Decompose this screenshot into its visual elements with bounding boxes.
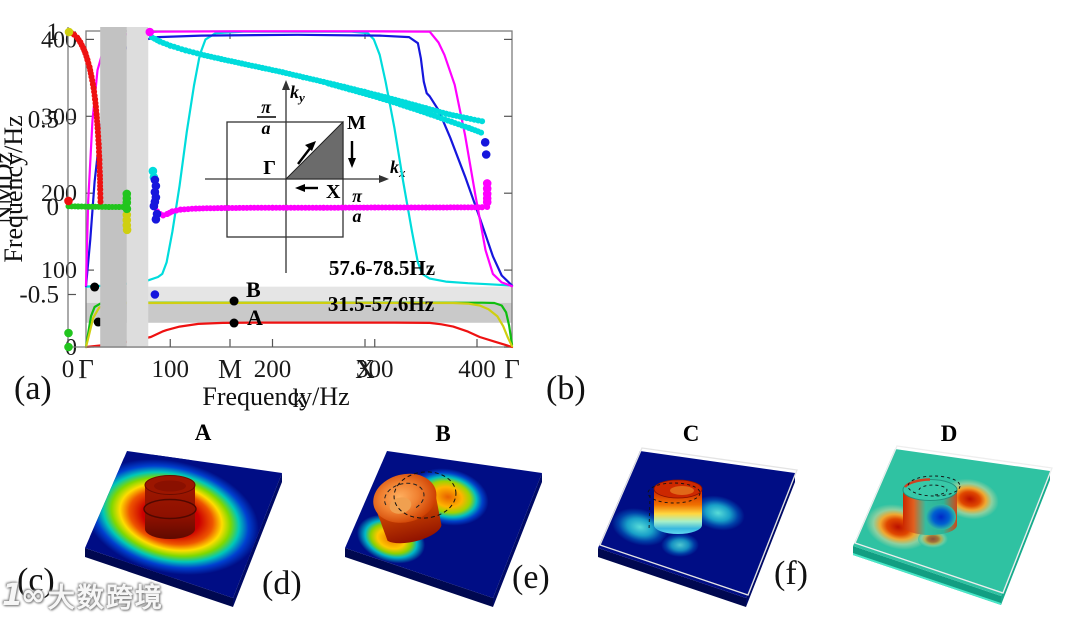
plate-side-right (493, 473, 542, 607)
mode-d-label: D (940, 421, 958, 446)
scatter-series-green-points (64, 189, 132, 352)
mode-point-D (90, 282, 100, 292)
mode-shape-a (85, 451, 282, 607)
band-curve-band6 (84, 30, 514, 288)
x-gamma-arrowhead (295, 184, 305, 192)
scatter-series-blue-points (149, 138, 491, 299)
mode-a-label: A (194, 420, 212, 445)
m-label: M (347, 112, 366, 134)
mode-shape-b (345, 451, 542, 607)
svg-text:0: 0 (62, 356, 75, 383)
x-label: X (326, 181, 341, 203)
svg-text:31.5-57.6Hz: 31.5-57.6Hz (328, 292, 434, 316)
ky-label: ky (290, 82, 305, 105)
watermark-text: 大数跨境 (47, 583, 164, 614)
svg-text:X: X (355, 354, 375, 384)
svg-text:k: k (293, 384, 306, 413)
plate-side-left (345, 548, 493, 607)
plate-side-right (233, 473, 282, 607)
resonator-c (647, 479, 703, 534)
svg-text:A: A (247, 305, 263, 330)
resonator-b-undeformed-outline (393, 471, 457, 519)
watermark-logo: 1∞ (2, 578, 46, 613)
svg-text:400: 400 (458, 356, 496, 383)
gamma-label: Γ (263, 157, 276, 179)
scatter-series-red-branch (65, 29, 104, 205)
watermark: 1∞ 大数跨境 (2, 576, 164, 615)
panel-d-label: (d) (262, 565, 302, 602)
svg-text:Γ: Γ (504, 354, 520, 384)
mode-c-label: C (682, 421, 700, 446)
scatter-series-yellow-points (64, 27, 132, 235)
svg-text:B: B (246, 277, 261, 302)
band-structure-plot: ky π a Γ M X π a kx 0100200300400ΓMXΓ31.… (0, 27, 520, 413)
svg-text:Γ: Γ (78, 354, 94, 384)
plate-bottom-edge (853, 553, 1001, 605)
a-top: a (262, 118, 271, 138)
svg-text:300: 300 (41, 104, 77, 130)
plate-undeformed-wireframe (854, 445, 1053, 594)
svg-text:100: 100 (152, 356, 190, 383)
resonator-d (902, 475, 961, 535)
irreducible-bz-triangle (284, 120, 344, 180)
resonator-a (143, 475, 197, 539)
panel-e-label: (e) (512, 559, 550, 596)
band-curve-band3 (84, 301, 514, 349)
m-x-arrowhead (348, 158, 356, 168)
svg-text:0.5: 0.5 (28, 107, 59, 134)
svg-text:Frequency/Hz: Frequency/Hz (0, 115, 28, 262)
plate-side-left (85, 548, 233, 607)
scatter-series-red-point (64, 196, 73, 206)
scatter-series-magenta-end-cluster (482, 179, 492, 207)
plate-side-left (853, 546, 1001, 605)
mode-point-B (229, 296, 239, 306)
band-curve-band1 (84, 321, 514, 349)
panel-c-label: (c) (17, 562, 55, 599)
svg-text:0: 0 (47, 194, 60, 221)
svg-text:57.6-78.5Hz: 57.6-78.5Hz (329, 256, 435, 280)
svg-text:1: 1 (47, 19, 60, 46)
mode-point-A (229, 318, 239, 328)
kx-axis-arrowhead (379, 175, 389, 183)
svg-text:M: M (218, 354, 242, 384)
mode-shape-c (598, 447, 798, 607)
scatter-series-magenta-tail (150, 198, 491, 219)
pi-right: π (352, 186, 363, 206)
panel-f-label: (f) (774, 555, 808, 592)
svg-text:NMDz: NMDz (0, 152, 18, 224)
svg-text:100: 100 (41, 258, 77, 284)
svg-text:Frequency/Hz: Frequency/Hz (202, 382, 349, 411)
svg-text:200: 200 (254, 356, 292, 383)
panel-a-label: (a) (14, 370, 52, 407)
a-right: a (353, 206, 362, 226)
gamma-m-arrow (297, 146, 312, 165)
plate-undeformed-wireframe (599, 447, 798, 596)
panel-b-label: (b) (546, 370, 586, 407)
scatter-series-magenta-top-point (145, 27, 155, 37)
ky-axis-arrowhead (282, 80, 290, 90)
mode-shape-d (853, 445, 1053, 605)
svg-text:300: 300 (356, 356, 394, 383)
resonator-b (373, 473, 442, 544)
scatter-series-cyan-upper-branch (148, 34, 486, 125)
pi-top: π (261, 97, 272, 117)
mode-b-label: B (435, 421, 451, 446)
gamma-m-arrowhead (305, 141, 316, 151)
scatter-series-green-zero-line (65, 203, 130, 210)
plate-side-left (598, 548, 746, 607)
scatter-series-cyan-lower-branch (325, 80, 485, 136)
svg-text:-0.5: -0.5 (19, 282, 59, 309)
